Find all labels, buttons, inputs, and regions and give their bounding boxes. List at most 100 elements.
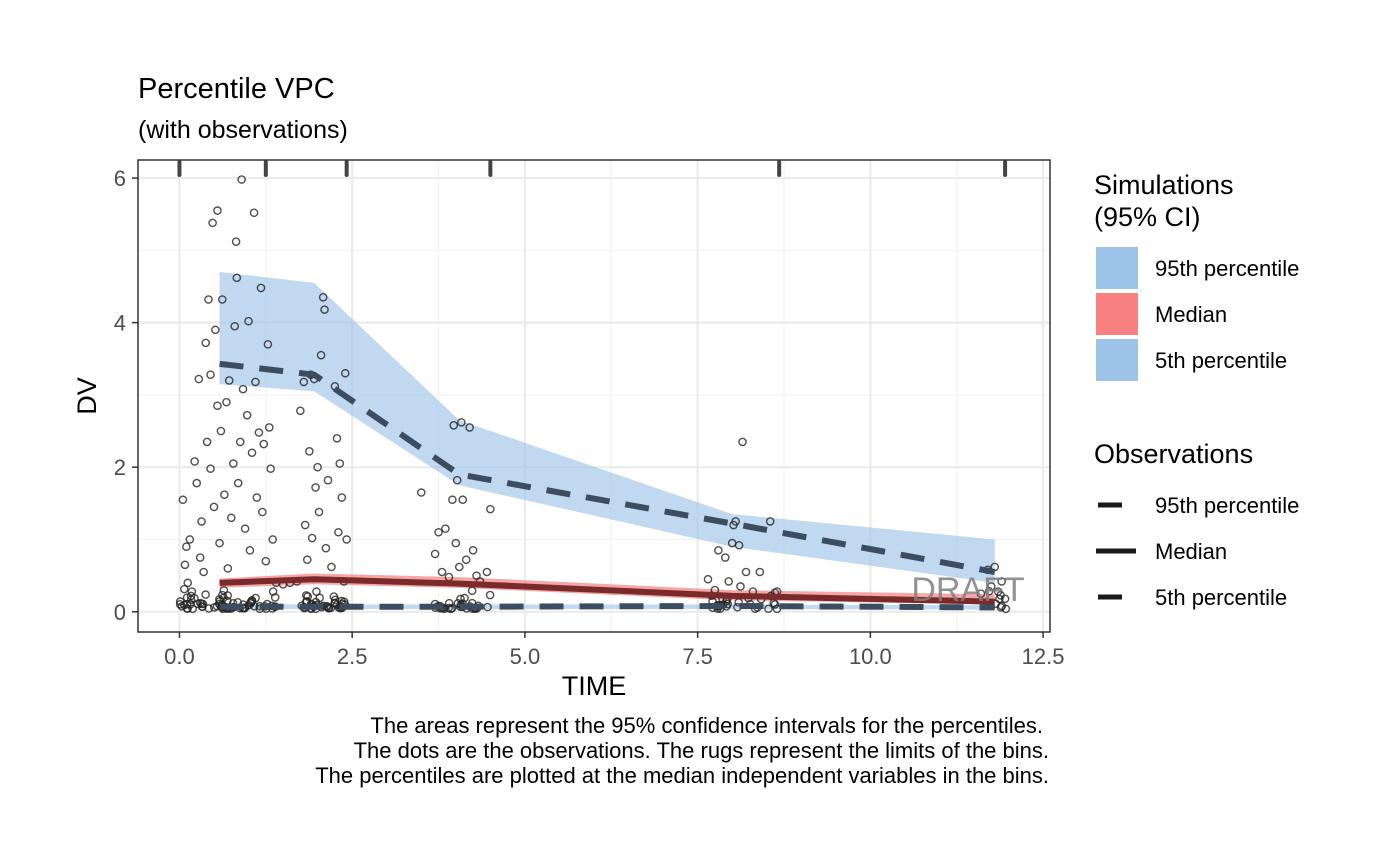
observation-point — [218, 590, 227, 600]
observation-point — [486, 504, 495, 514]
observation-point — [201, 338, 211, 348]
observation-point — [448, 495, 457, 505]
observation-point — [976, 589, 986, 598]
observation-point — [765, 517, 775, 526]
observation-point — [485, 590, 495, 600]
observation-point — [217, 295, 227, 304]
legend-label-obs-5th: 5th percentile — [1155, 585, 1287, 610]
x-tick-label: 5.0 — [510, 644, 541, 669]
observation-point — [454, 562, 464, 572]
observation-point — [204, 604, 214, 613]
observation-point — [247, 596, 257, 605]
observation-point — [244, 316, 253, 326]
y-tick-label: 4 — [114, 311, 126, 336]
observation-point — [204, 295, 213, 304]
bin-rugs — [177, 160, 1008, 177]
observation-point — [434, 527, 443, 537]
observation-point — [986, 582, 996, 591]
caption-line-2: The dots are the observations. The rugs … — [354, 738, 1049, 763]
observation-point — [209, 502, 219, 512]
observation-point — [180, 600, 189, 610]
observation-point — [441, 524, 450, 533]
observation-point — [444, 598, 454, 608]
observation-point — [452, 475, 462, 485]
plot-panel: DRAFT — [137, 159, 1051, 633]
legend-label-obs-95th: 95th percentile — [1155, 493, 1299, 518]
observation-point — [195, 553, 205, 562]
observation-point — [258, 507, 267, 517]
observation-point — [738, 437, 747, 447]
observation-point — [183, 578, 193, 588]
observation-point — [252, 493, 262, 502]
observation-point — [323, 475, 333, 485]
observation-point — [266, 464, 275, 473]
draft-watermark: DRAFT — [911, 571, 1024, 609]
ci-band-0 — [219, 272, 995, 583]
legend-label-sim-95th: 95th percentile — [1155, 256, 1299, 281]
legend-observations-title: Observations — [1094, 439, 1253, 469]
observation-point — [240, 524, 250, 533]
legend-simulations-title-line1: Simulations — [1094, 170, 1234, 200]
y-axis-title: DV — [72, 377, 102, 415]
observation-point — [249, 208, 259, 218]
observation-point — [206, 464, 215, 473]
observation-point — [213, 206, 222, 215]
observation-point — [330, 595, 340, 605]
observation-point — [449, 420, 459, 430]
observation-point — [197, 517, 206, 526]
observation-point — [305, 446, 314, 456]
observation-point — [224, 376, 234, 385]
observation-point — [734, 540, 744, 550]
observation-point — [211, 325, 220, 335]
observation-point — [996, 591, 1005, 600]
observation-point — [185, 535, 195, 544]
observation-point — [458, 495, 468, 505]
observation-point — [337, 493, 347, 502]
observation-point — [254, 428, 264, 437]
observation-point — [460, 593, 469, 603]
observation-point — [231, 237, 241, 246]
observation-point — [457, 418, 466, 427]
observation-point — [764, 604, 773, 614]
observed-line-1 — [219, 576, 995, 605]
observation-point — [731, 517, 740, 526]
x-tick-label: 0.0 — [164, 644, 195, 669]
observation-point — [321, 543, 331, 553]
observation-point — [314, 507, 324, 517]
x-axis: 0.0 2.5 5.0 7.5 10.0 12.5 — [164, 632, 1065, 669]
x-tick-label: 10.0 — [849, 644, 892, 669]
chart-title: Percentile VPC — [138, 73, 335, 105]
y-axis: 0 2 4 6 — [114, 166, 138, 625]
observation-point — [736, 582, 745, 591]
observation-point — [307, 533, 317, 543]
observation-point — [416, 488, 426, 497]
observation-point — [242, 410, 252, 420]
observation-point — [223, 564, 233, 573]
observation-point — [1001, 604, 1011, 614]
caption: The areas represent the 95% confidence i… — [315, 713, 1049, 788]
observation-point — [483, 602, 492, 612]
observation-point — [724, 577, 734, 586]
observation-point — [456, 594, 465, 604]
observation-point — [316, 350, 326, 360]
observation-point — [235, 437, 245, 447]
chart-subtitle: (with observations) — [138, 116, 348, 144]
legend-simulations-title-line2: (95% CI) — [1094, 202, 1201, 232]
legend-label-sim-median: Median — [1155, 302, 1227, 327]
observation-point — [714, 546, 723, 555]
observation-point — [299, 377, 309, 387]
observation-point — [461, 555, 471, 565]
observation-point — [313, 462, 322, 472]
observation-point — [997, 577, 1006, 586]
observation-point — [465, 423, 474, 432]
observation-point — [311, 483, 320, 492]
observation-point — [263, 340, 273, 349]
observation-point — [451, 538, 461, 548]
observation-point — [201, 590, 210, 599]
observation-point — [468, 546, 478, 555]
observation-point — [270, 593, 280, 602]
observation-point — [182, 542, 191, 552]
observation-point — [318, 293, 328, 302]
observation-point — [301, 591, 311, 600]
